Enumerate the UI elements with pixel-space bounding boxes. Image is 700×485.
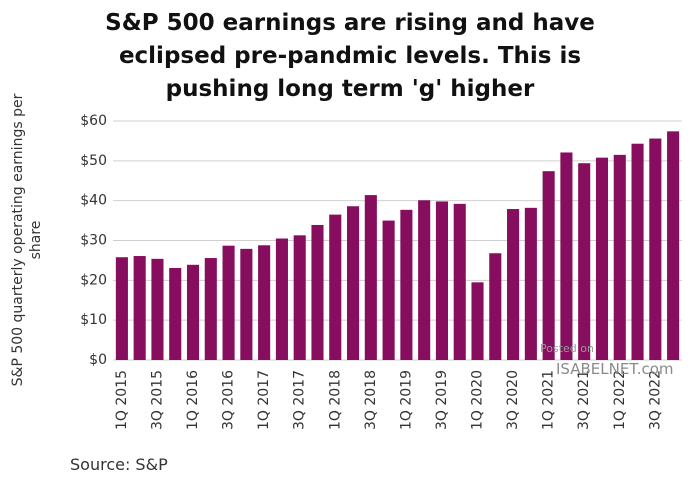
x-tick-label: 1Q 2018 — [327, 370, 343, 430]
bar — [542, 171, 555, 360]
x-tick-label: 1Q 2021 — [541, 370, 557, 430]
x-tick-label: 3Q 2016 — [221, 370, 237, 430]
bar — [471, 282, 484, 360]
x-tick-label: 1Q 2019 — [398, 370, 414, 430]
bar — [631, 143, 644, 360]
y-tick-label: $40 — [80, 193, 107, 209]
bar — [382, 220, 395, 360]
x-tick-label: 3Q 2017 — [292, 370, 308, 430]
watermark: ISABELNET.com — [556, 360, 674, 378]
y-tick-label: $10 — [80, 312, 107, 328]
x-tick-label: 3Q 2018 — [363, 370, 379, 430]
y-tick-label: $50 — [80, 153, 107, 169]
bar — [222, 245, 235, 360]
bar — [435, 201, 448, 360]
x-tick-label: 3Q 2022 — [647, 370, 663, 430]
x-tick-label: 3Q 2019 — [434, 370, 450, 430]
chart-title: S&P 500 earnings are rising and have — [105, 10, 595, 36]
x-tick-label: 1Q 2020 — [470, 370, 486, 430]
x-tick-label: 3Q 2020 — [505, 370, 521, 430]
x-tick-label: 3Q 2021 — [576, 370, 592, 430]
chart-title: eclipsed pre-pandmic levels. This is — [119, 43, 581, 69]
bar — [578, 163, 591, 360]
bar — [293, 235, 306, 360]
bar — [613, 154, 626, 360]
bar — [400, 209, 413, 360]
bar — [667, 131, 680, 360]
bar — [275, 238, 288, 360]
bar — [489, 253, 502, 360]
bar — [204, 258, 217, 360]
y-tick-label: $20 — [80, 272, 107, 288]
x-tick-label: 1Q 2022 — [612, 370, 628, 430]
bar — [453, 203, 466, 360]
x-tick-label: 1Q 2016 — [185, 370, 201, 430]
y-tick-label: $30 — [80, 233, 107, 249]
bar — [240, 248, 253, 360]
x-tick-label: 1Q 2017 — [256, 370, 272, 430]
bar — [347, 206, 360, 360]
x-tick-label: 1Q 2015 — [114, 370, 130, 430]
bar — [418, 200, 431, 360]
x-tick-label: 3Q 2015 — [149, 370, 165, 430]
bar — [311, 224, 324, 360]
chart-title: pushing long term 'g' higher — [166, 76, 535, 102]
bar — [507, 209, 520, 360]
y-tick-label: $0 — [89, 352, 107, 368]
bar — [169, 267, 182, 360]
bar — [364, 195, 377, 360]
y-tick-label: $60 — [80, 113, 107, 129]
bar — [595, 157, 609, 360]
bar — [258, 245, 271, 360]
bar — [133, 256, 146, 360]
bar — [649, 138, 662, 360]
y-axis-label: share — [28, 221, 44, 260]
bar — [151, 258, 164, 360]
watermark: Posted on — [540, 342, 594, 355]
bar — [560, 152, 573, 360]
y-axis-label: S&P 500 quarterly operating earnings per — [10, 93, 26, 386]
bar — [329, 214, 342, 360]
source: Source: S&P — [70, 455, 168, 474]
bar — [186, 264, 200, 360]
bar — [115, 257, 128, 360]
bar — [524, 207, 537, 360]
